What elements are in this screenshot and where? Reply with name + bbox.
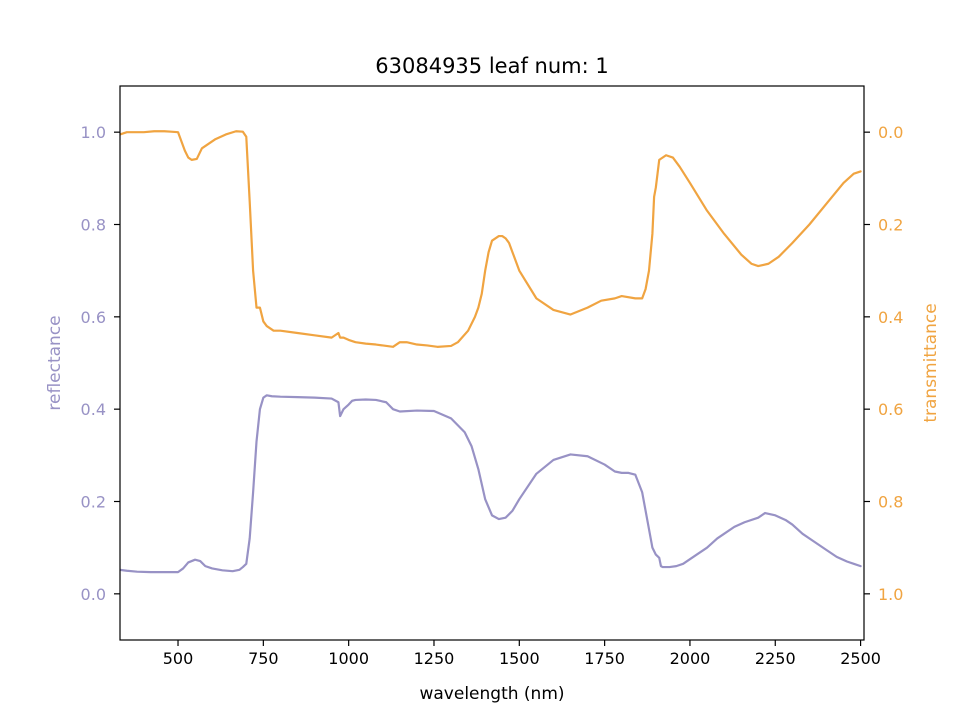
x-tick-label: 2000 — [670, 649, 711, 668]
left-axis-label: reflectance — [45, 315, 65, 410]
left-tick-label: 0.6 — [81, 308, 106, 327]
x-axis-label: wavelength (nm) — [419, 684, 564, 704]
right-tick-label: 1.0 — [878, 585, 903, 604]
x-tick-label: 750 — [248, 649, 279, 668]
left-tick-label: 0.2 — [81, 493, 106, 512]
plot-frame — [119, 85, 865, 641]
chart-title: 63084935 leaf num: 1 — [375, 54, 608, 78]
series-layer — [120, 130, 862, 574]
right-tick-label: 0.8 — [878, 493, 903, 512]
plot-area — [119, 85, 865, 641]
x-tick-label: 2500 — [840, 649, 881, 668]
right-tick-label: 0.2 — [878, 216, 903, 235]
left-tick-label: 0.8 — [81, 216, 106, 235]
reflectance-series-line — [120, 394, 862, 574]
right-tick-label: 0.0 — [878, 123, 903, 142]
x-tick-label: 2250 — [755, 649, 796, 668]
x-tick-label: 1750 — [584, 649, 625, 668]
x-axis: 500 750 1000 1250 1500 1750 2000 2250 2500 — [163, 640, 881, 668]
right-axis-label: transmittance — [921, 303, 941, 422]
x-tick-label: 1000 — [328, 649, 369, 668]
right-tick-label: 0.6 — [878, 400, 903, 419]
right-y-axis: 0.0 0.2 0.4 0.6 0.8 1.0 — [864, 123, 903, 604]
left-tick-label: 0.4 — [81, 400, 106, 419]
x-tick-label: 1250 — [414, 649, 455, 668]
left-y-axis: 0.0 0.2 0.4 0.6 0.8 1.0 — [81, 123, 120, 604]
left-tick-label: 0.0 — [81, 585, 106, 604]
x-tick-label: 500 — [163, 649, 194, 668]
x-tick-label: 1500 — [499, 649, 540, 668]
left-tick-label: 1.0 — [81, 123, 106, 142]
right-tick-label: 0.4 — [878, 308, 903, 327]
transmittance-series-line — [120, 130, 862, 348]
